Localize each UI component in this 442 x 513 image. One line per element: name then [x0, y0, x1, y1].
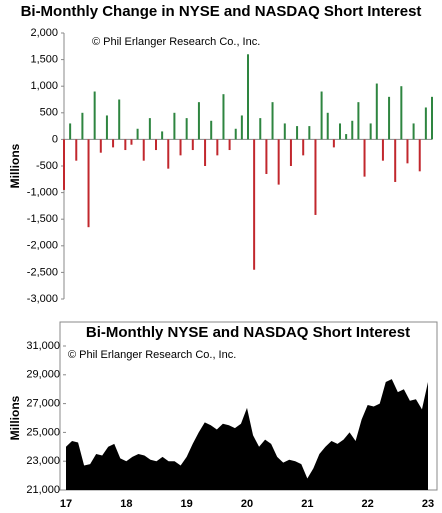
y-tick-label: -2,500	[27, 266, 58, 278]
y-tick-label: -500	[36, 160, 58, 172]
bar	[112, 139, 115, 148]
y-tick-label: -3,000	[27, 293, 58, 305]
x-tick-label: 18	[120, 498, 132, 510]
bar	[332, 139, 335, 148]
bar	[161, 131, 164, 140]
bar	[406, 139, 409, 164]
x-tick-label: 21	[301, 498, 313, 510]
bar	[302, 139, 305, 156]
y-tick-label: 1,500	[30, 54, 58, 66]
bar	[418, 139, 421, 172]
x-tick-label: 22	[362, 498, 374, 510]
bar	[351, 120, 354, 140]
bar	[345, 134, 348, 140]
x-tick-label: 19	[181, 498, 193, 510]
y-tick-label: 1,000	[30, 80, 58, 92]
bar	[363, 139, 366, 177]
x-tick-label: 23	[422, 498, 434, 510]
bar	[381, 139, 384, 161]
chart-title: Bi-Monthly NYSE and NASDAQ Short Interes…	[86, 324, 410, 341]
bar	[216, 139, 219, 156]
y-tick-label: 21,000	[26, 484, 60, 496]
y-tick-label: 29,000	[26, 369, 60, 381]
bar	[191, 139, 194, 151]
bar	[308, 126, 311, 140]
bar	[210, 120, 213, 140]
bar	[339, 123, 341, 140]
bar	[81, 112, 84, 140]
bar	[369, 123, 372, 140]
bar	[130, 139, 133, 145]
y-tick-label: 25,000	[26, 426, 60, 438]
bar	[259, 118, 262, 140]
y-tick-label: -2,000	[27, 240, 58, 252]
bar	[228, 139, 231, 151]
bar	[148, 118, 151, 140]
bar	[296, 126, 299, 140]
y-tick-label: 500	[40, 107, 58, 119]
bar	[222, 94, 225, 140]
area	[66, 379, 428, 490]
bar	[105, 115, 108, 140]
bar	[375, 83, 378, 140]
bar	[394, 139, 397, 182]
annotation: © Phil Erlanger Research Co., Inc.	[68, 349, 236, 361]
bar	[357, 102, 360, 140]
bar	[136, 128, 139, 140]
bar	[75, 139, 78, 161]
bar	[289, 139, 292, 166]
bar	[63, 139, 65, 190]
bar	[69, 123, 72, 140]
y-axis-label: Millions	[8, 143, 22, 188]
bar	[124, 139, 127, 151]
bar	[424, 107, 427, 140]
bar	[179, 139, 182, 156]
bar	[185, 118, 188, 140]
bar	[155, 139, 157, 151]
bar	[388, 96, 391, 140]
x-tick-label: 17	[60, 498, 72, 510]
bar	[93, 91, 96, 140]
y-tick-label: -1,000	[27, 187, 58, 199]
chart-title: Bi-Monthly Change in NYSE and NASDAQ Sho…	[21, 3, 422, 20]
bar	[265, 139, 268, 174]
bar	[247, 54, 249, 140]
bar	[271, 102, 274, 140]
bar	[326, 112, 329, 140]
bar	[118, 99, 121, 140]
bar	[142, 139, 145, 161]
bar	[431, 96, 433, 140]
bar	[204, 139, 207, 166]
bar	[277, 139, 280, 185]
y-tick-label: 0	[52, 133, 58, 145]
bar	[400, 86, 403, 140]
bar	[167, 139, 170, 169]
bar	[412, 123, 415, 140]
bar	[320, 91, 323, 140]
y-tick-label: -1,500	[27, 213, 58, 225]
bar	[314, 139, 317, 215]
bar	[253, 139, 256, 270]
bar	[87, 139, 90, 228]
x-tick-label: 20	[241, 498, 253, 510]
bar	[197, 102, 200, 140]
y-axis-label: Millions	[8, 395, 22, 440]
bar	[99, 139, 102, 153]
bar	[173, 112, 176, 140]
y-tick-label: 23,000	[26, 455, 60, 467]
bar	[240, 115, 243, 140]
bar	[234, 128, 237, 140]
y-tick-label: 2,000	[30, 27, 58, 39]
annotation: © Phil Erlanger Research Co., Inc.	[92, 36, 260, 48]
y-tick-label: 27,000	[26, 398, 60, 410]
y-tick-label: 31,000	[26, 340, 60, 352]
bar	[283, 123, 286, 140]
